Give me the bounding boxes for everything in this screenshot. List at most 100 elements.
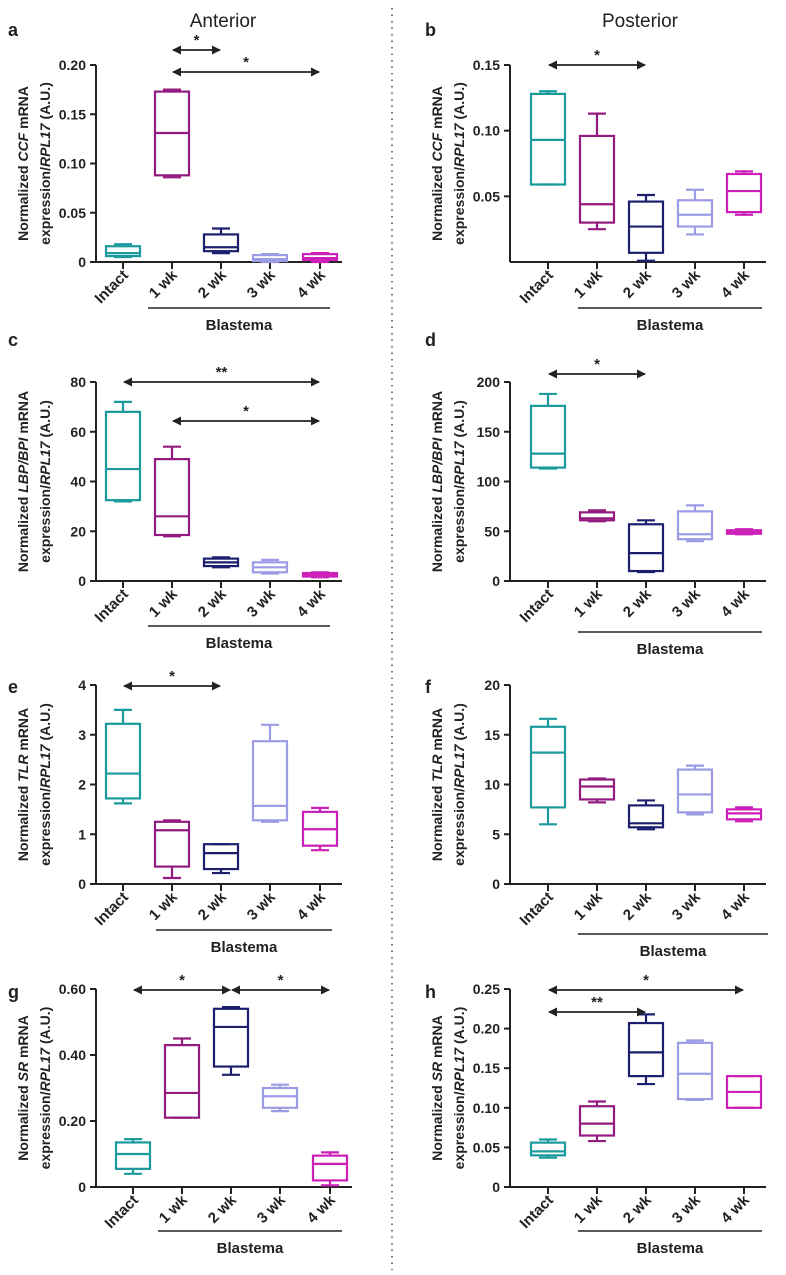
y-tick-label: 0.15 <box>473 1060 500 1076</box>
x-tick-label: 1 wk <box>571 1191 606 1226</box>
x-tick-label: 4 wk <box>718 266 753 301</box>
x-tick-label: 4 wk <box>294 888 329 923</box>
x-tick-label: Intact <box>92 267 132 307</box>
significance-label: * <box>278 972 284 989</box>
y-tick-label: 0.20 <box>473 1021 500 1037</box>
y-tick-label: 60 <box>70 424 86 440</box>
y-tick-label: 10 <box>484 777 500 793</box>
group-label: Blastema <box>211 939 278 956</box>
y-tick-label: 0.15 <box>473 57 500 73</box>
significance-label: * <box>169 668 175 685</box>
y-tick-label: 0 <box>492 876 500 892</box>
x-tick-label: 3 wk <box>669 585 704 620</box>
y-axis-label: Normalized CCF mRNA <box>15 86 31 241</box>
x-tick-label: 2 wk <box>195 585 230 620</box>
y-axis-label: expression/RPL17 (A.U.) <box>451 400 467 563</box>
group-label: Blastema <box>637 1240 704 1257</box>
x-tick-label: 1 wk <box>146 585 181 620</box>
box-4-wk <box>725 172 763 214</box>
box-2-wk <box>212 1007 250 1068</box>
x-tick-label: 2 wk <box>620 1191 655 1226</box>
x-tick-label: 1 wk <box>571 888 606 923</box>
y-tick-label: 0.60 <box>59 981 86 997</box>
box-2-wk <box>627 1021 665 1078</box>
x-tick-label: 2 wk <box>195 266 230 301</box>
panel-letter: a <box>8 20 19 40</box>
significance-label: * <box>643 972 649 989</box>
y-tick-label: 0.25 <box>473 981 500 997</box>
y-tick-label: 4 <box>78 677 86 693</box>
x-tick-label: 1 wk <box>156 1191 191 1226</box>
y-tick-label: 0.15 <box>59 106 86 122</box>
box-3-wk <box>676 1041 714 1101</box>
x-tick-label: Intact <box>92 889 132 929</box>
x-tick-label: 2 wk <box>620 266 655 301</box>
x-tick-label: 3 wk <box>244 585 279 620</box>
group-label: Blastema <box>640 943 707 960</box>
significance-label: ** <box>216 364 228 381</box>
y-axis-label: expression/RPL17 (A.U.) <box>451 82 467 245</box>
box-intact <box>529 1141 567 1157</box>
box-1-wk <box>578 511 616 522</box>
y-tick-label: 0 <box>492 573 500 589</box>
x-tick-label: 3 wk <box>254 1191 289 1226</box>
box-intact <box>529 725 567 809</box>
x-tick-label: 2 wk <box>205 1191 240 1226</box>
x-tick-label: 2 wk <box>620 585 655 620</box>
x-tick-label: 4 wk <box>718 888 753 923</box>
significance-label: * <box>594 356 600 373</box>
box-2-wk <box>627 523 665 573</box>
y-axis-label: expression/RPL17 (A.U.) <box>37 1007 53 1170</box>
box-2-wk <box>202 843 240 871</box>
y-axis-label: Normalized CCF mRNA <box>429 86 445 241</box>
x-tick-label: 4 wk <box>294 585 329 620</box>
box-2-wk <box>202 233 240 253</box>
x-tick-label: 3 wk <box>669 266 704 301</box>
x-tick-label: Intact <box>92 586 132 626</box>
y-tick-label: 0 <box>78 254 86 270</box>
box-intact <box>529 404 567 469</box>
y-axis-label: expression/RPL17 (A.U.) <box>37 703 53 866</box>
y-axis-label: expression/RPL17 (A.U.) <box>37 400 53 563</box>
y-axis-label: Normalized LBP/BPI mRNA <box>15 391 31 572</box>
box-1-wk <box>153 820 191 868</box>
box-2-wk <box>627 804 665 829</box>
box-3-wk <box>676 199 714 228</box>
x-tick-label: 4 wk <box>718 585 753 620</box>
significance-label: * <box>179 972 185 989</box>
y-tick-label: 0 <box>78 876 86 892</box>
box-3-wk <box>251 740 289 822</box>
y-tick-label: 200 <box>477 374 501 390</box>
y-tick-label: 0.20 <box>59 1113 86 1129</box>
x-tick-label: Intact <box>517 1192 557 1232</box>
y-tick-label: 0.05 <box>473 1139 500 1155</box>
box-intact <box>104 410 142 502</box>
x-tick-label: 4 wk <box>294 266 329 301</box>
group-label: Blastema <box>206 635 273 652</box>
significance-label: * <box>194 32 200 49</box>
box-1-wk <box>153 458 191 537</box>
box-intact <box>104 722 142 800</box>
y-tick-label: 0 <box>78 1179 86 1195</box>
box-1-wk <box>163 1043 201 1119</box>
box-intact <box>114 1141 152 1170</box>
group-label: Blastema <box>637 317 704 334</box>
group-label: Blastema <box>637 641 704 658</box>
y-tick-label: 100 <box>477 474 501 490</box>
y-tick-label: 2 <box>78 777 86 793</box>
x-tick-label: 1 wk <box>146 266 181 301</box>
y-tick-label: 1 <box>78 826 86 842</box>
x-tick-label: Intact <box>517 586 557 626</box>
column-title-anterior: Anterior <box>190 11 257 32</box>
y-tick-label: 20 <box>484 677 500 693</box>
y-tick-label: 150 <box>477 424 501 440</box>
x-tick-label: 1 wk <box>571 585 606 620</box>
x-tick-label: 3 wk <box>669 888 704 923</box>
y-tick-label: 80 <box>70 374 86 390</box>
x-tick-label: 3 wk <box>669 1191 704 1226</box>
panel-letter: e <box>8 677 18 697</box>
y-tick-label: 3 <box>78 727 86 743</box>
panel-letter: h <box>425 982 436 1002</box>
x-tick-label: Intact <box>517 267 557 307</box>
